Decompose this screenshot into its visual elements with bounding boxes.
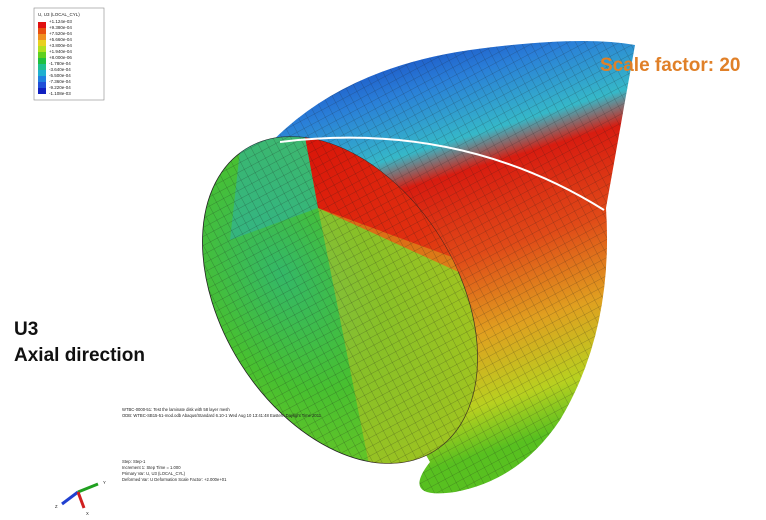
model bbox=[200, 41, 635, 514]
legend-swatch bbox=[38, 64, 46, 70]
legend-swatch bbox=[38, 28, 46, 34]
legend-label: +1.124e-03 bbox=[49, 19, 72, 24]
step-line: Step: Step-1 bbox=[122, 459, 146, 464]
legend-items: +1.124e-03+9.380e-04+7.520e-04+5.660e-04… bbox=[38, 19, 72, 96]
legend-swatch bbox=[38, 76, 46, 82]
triad-y-axis bbox=[77, 482, 99, 494]
direction: Axial direction bbox=[14, 345, 145, 366]
legend-label: -7.360e-04 bbox=[49, 79, 71, 84]
legend-label: -9.220e-04 bbox=[49, 85, 71, 90]
triad-z-axis bbox=[61, 490, 79, 506]
legend-label: -1.108e-03 bbox=[49, 91, 71, 96]
legend-label: -1.780e-04 bbox=[49, 61, 71, 66]
step-line: Deformed Var: U Deformation Scale Factor… bbox=[122, 477, 227, 482]
step-line: Increment 1: Step Time = 1.000 bbox=[122, 465, 181, 470]
legend-swatch bbox=[38, 70, 46, 76]
info-line: ODB: WTBC-SB15-51-mod.odb Abaqus/Standar… bbox=[122, 413, 322, 418]
legend-title: U, U3 (LOCAL_CYL) bbox=[38, 12, 80, 17]
legend-label: +3.800e-04 bbox=[49, 43, 72, 48]
legend-swatch bbox=[38, 34, 46, 40]
legend-label: +9.380e-04 bbox=[49, 25, 72, 30]
legend-swatch bbox=[38, 46, 46, 52]
legend-label: -5.500e-04 bbox=[49, 73, 71, 78]
legend-swatch bbox=[38, 40, 46, 46]
info-block: WTBC-0000-51: Test the laminate disk wit… bbox=[122, 407, 322, 482]
legend-label: +8.000e-06 bbox=[49, 55, 72, 60]
legend-swatch bbox=[38, 82, 46, 88]
triad: Y Z X bbox=[55, 480, 106, 516]
legend-swatch bbox=[38, 58, 46, 64]
info-line: WTBC-0000-51: Test the laminate disk wit… bbox=[122, 407, 230, 412]
step-line: Primary Var: U, U3 (LOCAL_CYL) bbox=[122, 471, 186, 476]
legend-swatch bbox=[38, 52, 46, 58]
legend-label: +7.520e-04 bbox=[49, 31, 72, 36]
triad-x: X bbox=[86, 511, 89, 516]
legend-label: +5.660e-04 bbox=[49, 37, 72, 42]
triad-z: Z bbox=[55, 504, 58, 509]
scale-factor: Scale factor: 20 bbox=[600, 55, 740, 76]
legend: U, U3 (LOCAL_CYL) +1.124e-03+9.380e-04+7… bbox=[33, 7, 105, 101]
triad-x-axis bbox=[76, 491, 86, 509]
legend-label: +1.940e-04 bbox=[49, 49, 72, 54]
legend-swatch bbox=[38, 88, 46, 94]
triad-y: Y bbox=[103, 480, 106, 485]
variable: U3 bbox=[14, 319, 38, 340]
cut-edge bbox=[279, 136, 605, 211]
legend-label: -3.640e-04 bbox=[49, 67, 71, 72]
legend-swatch bbox=[38, 22, 46, 28]
